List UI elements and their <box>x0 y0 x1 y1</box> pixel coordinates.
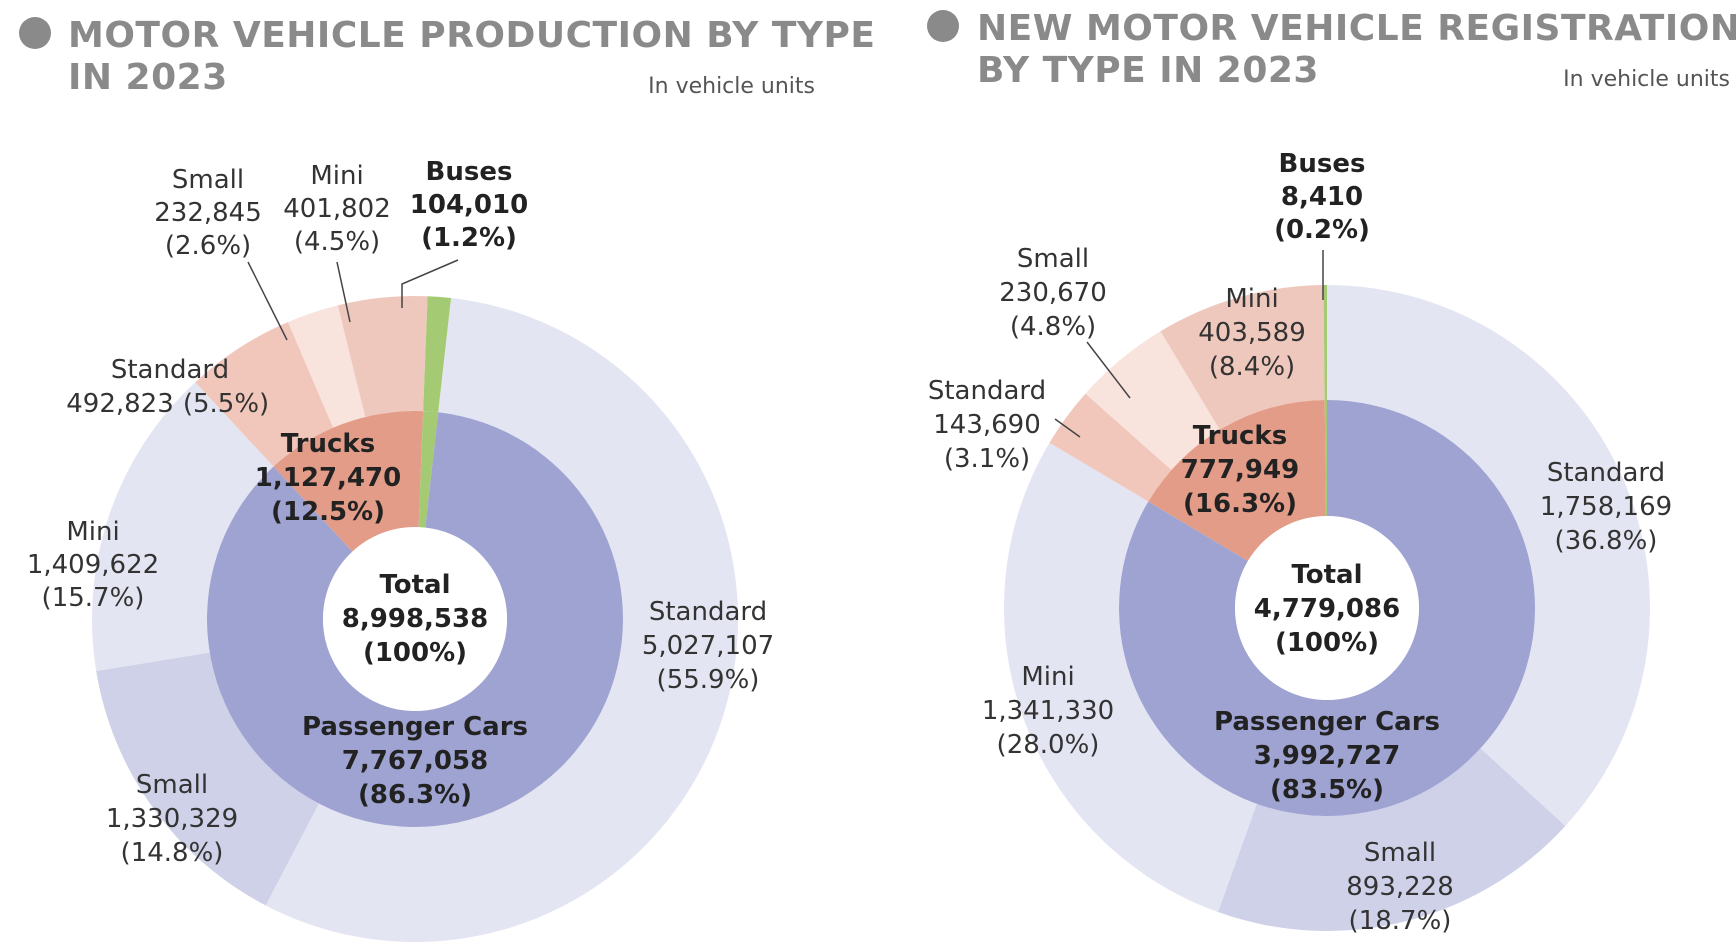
chart-1-label-trucks-small-value: 232,845 <box>154 198 262 228</box>
chart-1-leader-trucks-small <box>247 261 288 341</box>
chart-2-label-buses-value: 8,410 <box>1281 182 1363 212</box>
chart-1-label-passenger-cars-pct: (86.3%) <box>358 780 472 810</box>
chart-1-label-trucks-value: 1,127,470 <box>255 463 401 493</box>
chart-2-label-trucks-mini-pct: (8.4%) <box>1209 352 1295 382</box>
chart-2-label-passenger-small-value: 893,228 <box>1346 872 1454 902</box>
chart-2-label-trucks-value: 777,949 <box>1181 455 1299 485</box>
chart-1-label-passenger-mini-pct: (15.7%) <box>42 583 145 613</box>
chart-2-label-buses-pct: (0.2%) <box>1274 215 1370 245</box>
chart-1-label-trucks-standard-value: 492,823 <box>66 389 174 419</box>
chart-1-outer-slice-buses <box>423 296 452 413</box>
chart-2-label-trucks-standard-value: 143,690 <box>933 410 1041 440</box>
chart-2-label-passenger-mini-pct: (28.0%) <box>997 730 1100 760</box>
chart-1-label-passenger-standard-value: 5,027,107 <box>642 631 774 661</box>
chart-1-label-trucks-name: Trucks <box>281 429 375 459</box>
chart-2-inner-slice-trucks <box>1148 400 1326 561</box>
chart-1-label-total-pct: (100%) <box>363 638 467 668</box>
chart-2-label-total-value: 4,779,086 <box>1254 594 1400 624</box>
chart-1-leader-buses <box>401 259 459 308</box>
chart-2-label-trucks-standard-name: Standard <box>928 376 1046 406</box>
chart-1-label-trucks-standard-pct: (5.5%) <box>183 389 269 419</box>
chart-1-label-buses-pct: (1.2%) <box>421 223 517 253</box>
chart-2-label-passenger-mini-name: Mini <box>1021 662 1074 692</box>
chart-1-unit-note: In vehicle units <box>648 74 815 99</box>
chart-2-label-trucks-standard-pct: (3.1%) <box>944 444 1030 474</box>
chart-2-label-buses-name: Buses <box>1279 149 1366 179</box>
chart-2-label-passenger-mini-value: 1,341,330 <box>982 696 1114 726</box>
chart-1-donut <box>91 296 738 943</box>
chart-2-label-trucks-pct: (16.3%) <box>1183 489 1297 519</box>
chart-1-center-hole <box>323 527 507 711</box>
chart-2-label-passenger-cars-value: 3,992,727 <box>1254 741 1400 771</box>
chart-1-label-trucks-small-pct: (2.6%) <box>165 231 251 261</box>
chart-2-outer-slice-trucks-mini <box>1160 285 1325 430</box>
chart-2-title-line-2: BY TYPE IN 2023 <box>977 50 1319 91</box>
chart-1-outer-slice-trucks-mini <box>337 296 428 418</box>
chart-1-outer-slice-passenger-standard <box>265 298 738 943</box>
chart-2-unit-note: In vehicle units <box>1563 67 1730 92</box>
chart-2-label-trucks-small-pct: (4.8%) <box>1010 312 1096 342</box>
chart-2-center-hole <box>1235 516 1419 700</box>
chart-1-label-passenger-small-value: 1,330,329 <box>106 804 238 834</box>
title-bullet-icon <box>19 17 51 49</box>
chart-1-label-buses-name: Buses <box>426 157 513 187</box>
chart-1-label-passenger-small-name: Small <box>136 770 208 800</box>
chart-2-leader-trucks-standard <box>1054 418 1081 438</box>
chart-1-leader-trucks-mini <box>336 261 351 323</box>
chart-1-label-trucks-pct: (12.5%) <box>271 497 385 527</box>
chart-2-label-passenger-standard-pct: (36.8%) <box>1555 526 1658 556</box>
chart-2-outer-slice-passenger-small <box>1217 748 1566 932</box>
chart-1-inner-slice-passenger-cars <box>207 412 623 827</box>
chart-2-leader-trucks-small <box>1086 341 1131 399</box>
chart-1-label-passenger-standard-pct: (55.9%) <box>657 665 760 695</box>
chart-2-label-passenger-standard-name: Standard <box>1547 458 1665 488</box>
chart-2-label-total-name: Total <box>1291 560 1362 590</box>
chart-2-label-passenger-cars-pct: (83.5%) <box>1270 775 1384 805</box>
chart-2-label-passenger-small-pct: (18.7%) <box>1349 906 1452 936</box>
chart-2-outer-slice-trucks-standard <box>1049 393 1172 502</box>
chart-2-label-trucks-small-name: Small <box>1017 244 1089 274</box>
chart-1-label-trucks-mini-value: 401,802 <box>283 194 391 224</box>
chart-1-label-trucks-mini-name: Mini <box>310 161 363 191</box>
title-bullet-icon <box>927 10 959 42</box>
chart-2-label-passenger-standard-value: 1,758,169 <box>1540 492 1672 522</box>
chart-2-inner-slice-buses <box>1324 400 1327 517</box>
chart-2-label-passenger-cars-name: Passenger Cars <box>1214 707 1440 737</box>
chart-2-outer-slice-passenger-standard <box>1327 285 1650 826</box>
chart-1-title-line-1: MOTOR VEHICLE PRODUCTION BY TYPE <box>68 15 875 56</box>
chart-1-label-total-value: 8,998,538 <box>342 604 488 634</box>
chart-1-outer-slice-passenger-mini <box>91 382 274 671</box>
chart-1-label-passenger-mini-name: Mini <box>66 517 119 547</box>
chart-1-label-total-name: Total <box>379 570 450 600</box>
chart-1-outer-slice-trucks-standard <box>195 322 334 467</box>
chart-1-label-trucks-small-name: Small <box>172 165 244 195</box>
chart-1-title-line-2: IN 2023 <box>68 57 228 98</box>
chart-1-label-passenger-small-pct: (14.8%) <box>121 838 224 868</box>
chart-1-inner-slice-buses <box>418 411 439 528</box>
chart-2-outer-slice-trucks-small <box>1085 331 1220 470</box>
chart-1-label-passenger-standard-name: Standard <box>649 597 767 627</box>
chart-2-label-trucks-name: Trucks <box>1193 421 1287 451</box>
chart-1-label-passenger-mini-value: 1,409,622 <box>27 550 159 580</box>
chart-2-label-trucks-mini-value: 403,589 <box>1198 318 1306 348</box>
chart-2-title-line-1: NEW MOTOR VEHICLE REGISTRATIONS <box>977 8 1736 49</box>
chart-2-donut <box>1004 285 1650 932</box>
chart-2-label-total-pct: (100%) <box>1275 628 1379 658</box>
chart-1-inner-slice-trucks <box>273 411 424 552</box>
chart-2-inner-slice-passenger-cars <box>1119 400 1535 816</box>
chart-1-label-passenger-cars-name: Passenger Cars <box>302 712 528 742</box>
chart-1-outer-slice-passenger-small <box>96 652 319 906</box>
chart-2-label-trucks-mini-name: Mini <box>1225 284 1278 314</box>
chart-1-label-trucks-mini-pct: (4.5%) <box>294 227 380 257</box>
chart-2-label-passenger-small-name: Small <box>1364 838 1436 868</box>
chart-2-outer-slice-buses <box>1323 285 1327 401</box>
chart-1-label-buses-value: 104,010 <box>410 190 528 220</box>
chart-1-label-trucks-standard-name: Standard <box>111 355 229 385</box>
chart-1-label-passenger-cars-value: 7,767,058 <box>342 746 488 776</box>
chart-2-label-trucks-small-value: 230,670 <box>999 278 1107 308</box>
chart-2-outer-slice-passenger-mini <box>1004 442 1257 913</box>
chart-1-outer-slice-trucks-small <box>288 305 366 428</box>
